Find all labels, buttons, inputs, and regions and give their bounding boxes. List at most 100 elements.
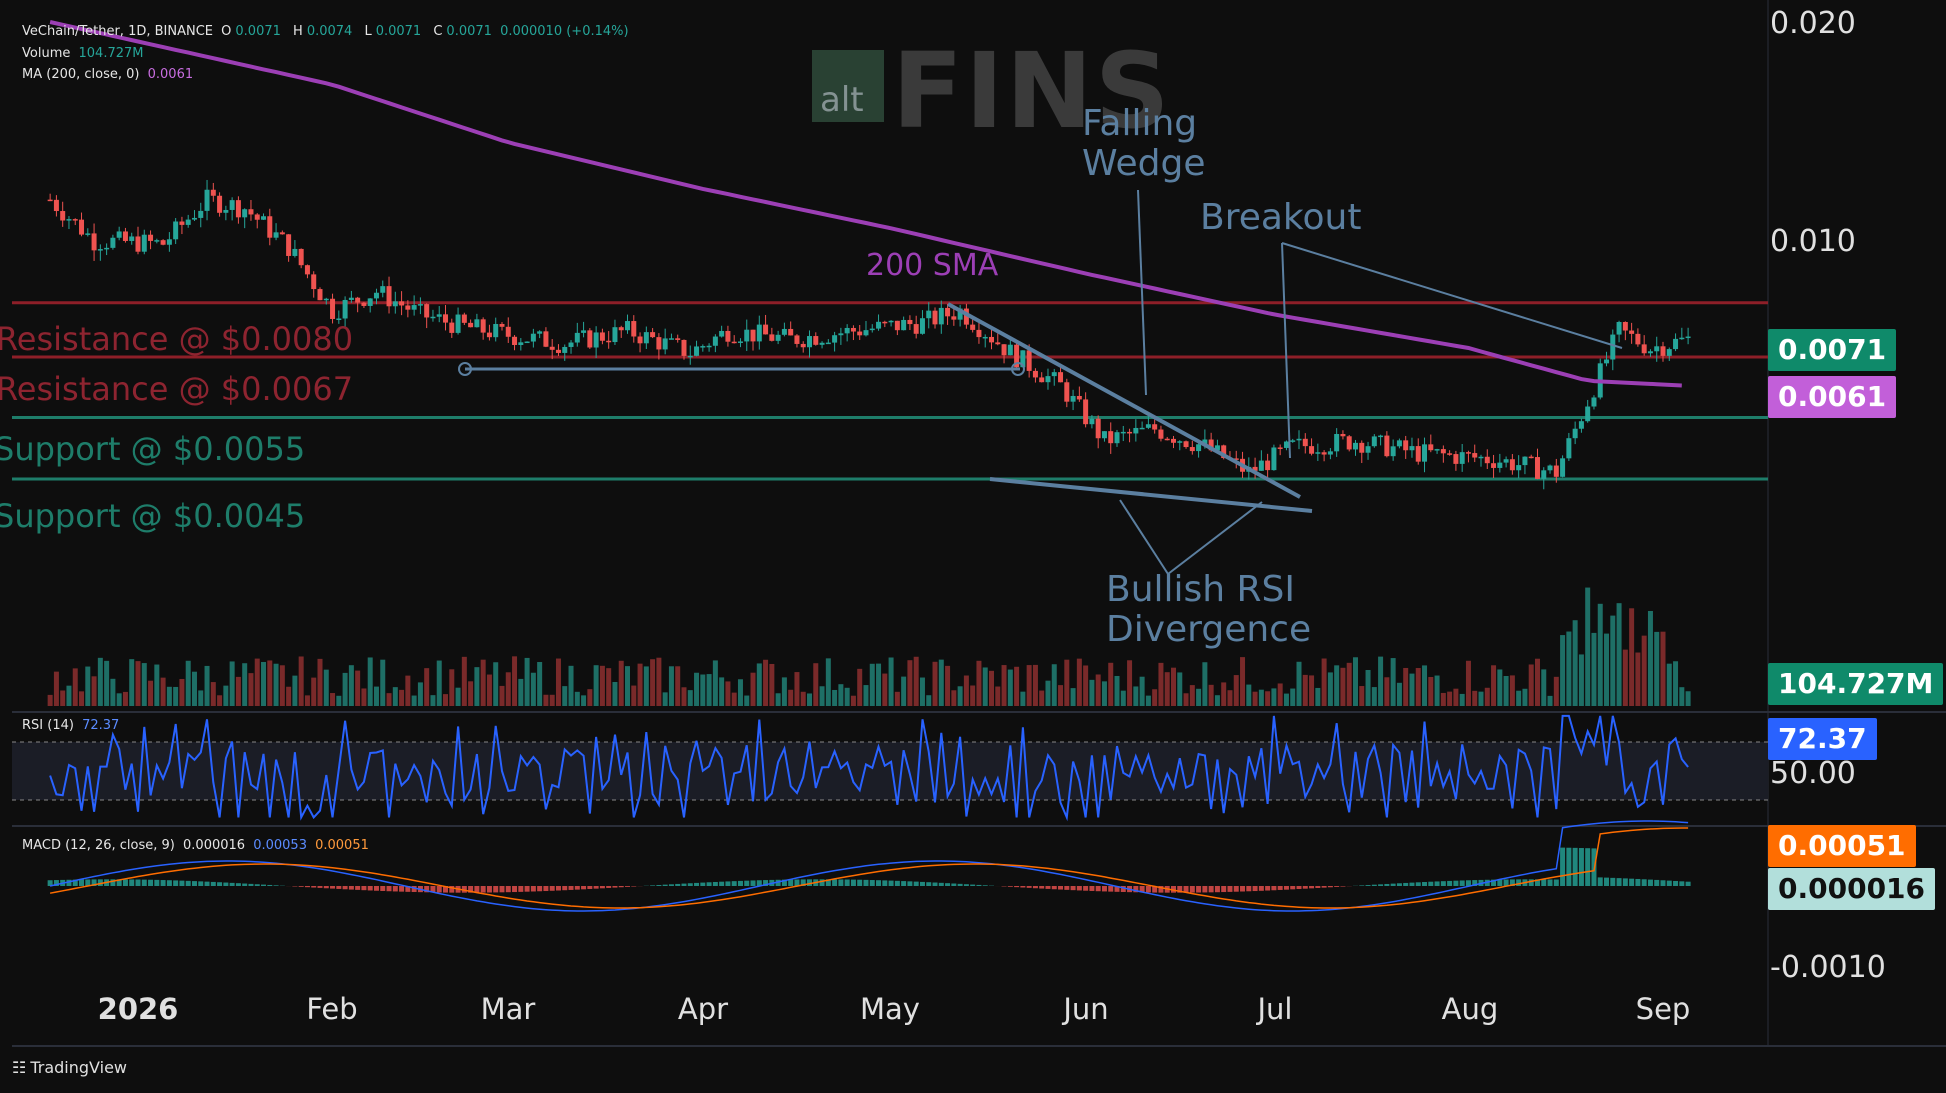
- macd-hist-bar-42: [311, 886, 316, 888]
- volume-bar-32: [248, 673, 253, 706]
- volume-bar-155: [1020, 692, 1025, 706]
- macd-hist-bar-205: [1334, 886, 1339, 887]
- x-label-jul: Jul: [1258, 992, 1293, 1026]
- volume-bar-94: [638, 664, 643, 706]
- volume-bar-34: [261, 662, 266, 706]
- candle-body-79: [543, 331, 548, 346]
- candle-body-76: [525, 342, 530, 344]
- macd-hist-bar-84: [575, 886, 580, 890]
- candle-body-136: [901, 320, 906, 330]
- candle-body-62: [437, 314, 442, 316]
- candle-body-50: [361, 303, 366, 306]
- candle-body-224: [1453, 454, 1458, 464]
- candle-body-197: [1284, 442, 1289, 448]
- macd-hist-bar-91: [619, 886, 624, 887]
- macd-hist-bar-245: [1585, 848, 1590, 886]
- macd-hist-bar-30: [236, 883, 241, 886]
- macd-hist-bar-157: [1033, 886, 1038, 888]
- candle-body-113: [757, 325, 762, 342]
- candle-body-213: [1384, 436, 1389, 457]
- macd-hist-bar-242: [1566, 848, 1571, 886]
- x-label-may: May: [860, 992, 920, 1026]
- candle-body-141: [933, 311, 938, 325]
- volume-bar-10: [110, 679, 115, 706]
- tradingview-logo[interactable]: ☷TradingView: [12, 1058, 127, 1077]
- volume-bar-144: [951, 690, 956, 706]
- candle-body-195: [1271, 447, 1276, 470]
- macd-hist-bar-164: [1077, 886, 1082, 890]
- rsi-value: 72.37: [82, 718, 119, 733]
- candle-body-172: [1127, 432, 1132, 434]
- macd-hist-bar-32: [248, 884, 253, 886]
- candle-body-147: [970, 325, 975, 330]
- tradingview-icon: ☷: [12, 1058, 26, 1077]
- candle-body-218: [1416, 446, 1421, 462]
- low-label: L: [364, 24, 371, 39]
- macd-hist-bar-34: [261, 885, 266, 886]
- volume-bar-53: [380, 660, 385, 706]
- candle-body-34: [261, 216, 266, 219]
- candle-body-161: [1058, 372, 1063, 382]
- candle-body-232: [1504, 459, 1509, 462]
- volume-bar-213: [1384, 677, 1389, 706]
- level-label-r1: Resistance @ $0.0080: [0, 320, 353, 358]
- macd-hist-bar-146: [964, 884, 969, 886]
- candle-body-98: [663, 338, 668, 349]
- open-label: O: [221, 24, 231, 39]
- volume-bar-231: [1497, 669, 1502, 706]
- candle-body-243: [1573, 429, 1578, 438]
- volume-bar-63: [443, 694, 448, 706]
- macd-hist-bar-23: [192, 881, 197, 886]
- candle-body-86: [587, 330, 592, 347]
- volume-bar-237: [1535, 659, 1540, 706]
- candle-body-242: [1566, 438, 1571, 458]
- candle-body-61: [430, 317, 435, 319]
- volume-bar-11: [117, 693, 122, 706]
- candle-body-38: [286, 234, 291, 256]
- volume-bar-199: [1297, 662, 1302, 706]
- candle-body-91: [619, 327, 624, 330]
- macd-hist-bar-195: [1271, 886, 1276, 890]
- volume-bar-3: [66, 686, 71, 706]
- volume-bar-100: [675, 666, 680, 706]
- volume-bar-149: [983, 667, 988, 706]
- candle-body-129: [857, 332, 862, 336]
- macd-hist-bar-101: [681, 884, 686, 886]
- candle-body-250: [1617, 322, 1622, 335]
- macd-hist-bar-191: [1246, 886, 1251, 891]
- volume-bar-17: [154, 665, 159, 706]
- candle-body-226: [1466, 452, 1471, 454]
- volume-bar-109: [732, 693, 737, 706]
- candle-body-72: [499, 324, 504, 327]
- macd-hist-bar-247: [1598, 877, 1603, 886]
- volume-bar-30: [236, 677, 241, 706]
- macd-hist-bar-161: [1058, 886, 1063, 890]
- candle-body-211: [1372, 436, 1377, 446]
- volume-bar-98: [663, 692, 668, 706]
- candle-body-173: [1133, 428, 1138, 433]
- volume-bar-244: [1579, 654, 1584, 706]
- volume-bar-95: [644, 666, 649, 706]
- candle-body-27: [217, 196, 222, 213]
- volume-bar-221: [1435, 676, 1440, 706]
- candle-body-49: [355, 298, 360, 303]
- volume-bar-222: [1441, 693, 1446, 706]
- candle-body-230: [1491, 463, 1496, 468]
- macd-hist-bar-100: [675, 884, 680, 886]
- macd-hist-bar-79: [543, 886, 548, 891]
- candle-body-0: [48, 200, 53, 202]
- volume-bar-189: [1234, 675, 1239, 706]
- candle-body-5: [79, 220, 84, 235]
- volume-bar-50: [361, 688, 366, 706]
- volume-bar-148: [976, 661, 981, 706]
- macd-hist-bar-104: [700, 883, 705, 886]
- candle-body-217: [1409, 446, 1414, 450]
- macd-hist-bar-112: [751, 880, 756, 886]
- volume-bar-257: [1661, 632, 1666, 706]
- volume-bar-159: [1045, 681, 1050, 706]
- macd-hist-bar-54: [387, 886, 392, 891]
- macd-hist-bar-221: [1435, 881, 1440, 886]
- candle-body-58: [412, 305, 417, 310]
- candle-body-52: [374, 293, 379, 299]
- volume-bar-157: [1033, 665, 1038, 706]
